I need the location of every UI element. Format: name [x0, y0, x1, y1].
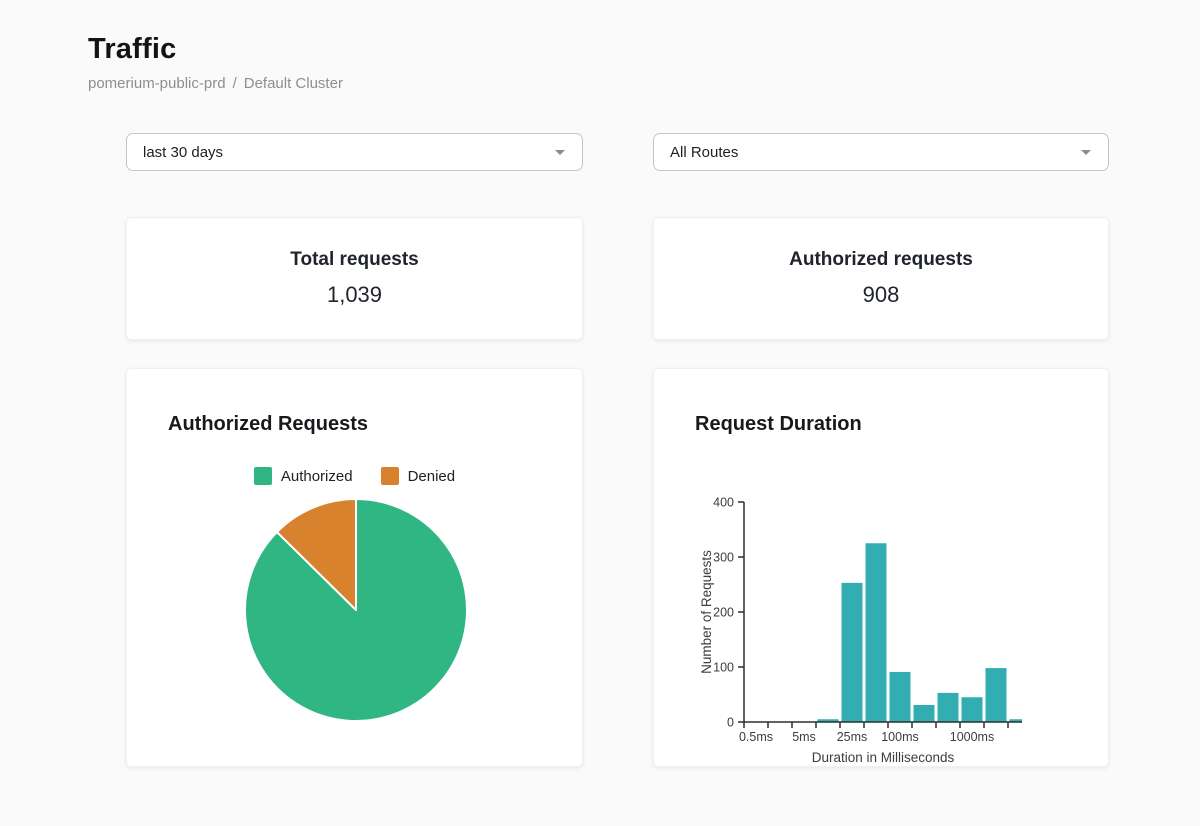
breadcrumb-section: Default Cluster	[243, 75, 343, 92]
svg-text:0.5ms: 0.5ms	[739, 730, 773, 744]
svg-text:5ms: 5ms	[792, 730, 816, 744]
dropdown-arrow-icon	[555, 150, 565, 155]
svg-text:Number of Requests: Number of Requests	[699, 550, 714, 674]
routes-select[interactable]: All Routes	[653, 133, 1109, 171]
legend-label: Denied	[407, 467, 456, 485]
authorized-requests-chart-card: Authorized Requests Authorized Denied	[126, 368, 583, 767]
total-requests-card: Total requests 1,039	[126, 217, 583, 340]
page-header: Traffic pomerium-public-prd / Default Clus…	[88, 33, 1200, 92]
bar-chart-title: Request Duration	[695, 413, 862, 435]
breadcrumb-cluster: pomerium-public-prd	[88, 75, 226, 92]
authorized-requests-pie-chart	[244, 498, 468, 722]
time-range-select[interactable]: last 30 days	[126, 133, 583, 171]
authorized-requests-card: Authorized requests 908	[653, 217, 1109, 340]
routes-value: All Routes	[670, 143, 739, 161]
svg-text:300: 300	[713, 551, 734, 565]
time-range-value: last 30 days	[143, 143, 224, 161]
legend-item-denied: Denied	[380, 467, 456, 485]
legend-item-authorized: Authorized	[253, 467, 353, 485]
svg-text:0: 0	[727, 716, 734, 730]
pie-chart-title: Authorized Requests	[168, 413, 369, 435]
svg-text:1000ms: 1000ms	[950, 730, 994, 744]
dropdown-arrow-icon	[1081, 150, 1091, 155]
stat-label: Total requests	[290, 249, 419, 270]
svg-text:100: 100	[713, 661, 734, 675]
svg-text:Duration in Milliseconds: Duration in Milliseconds	[812, 750, 955, 765]
breadcrumb: pomerium-public-prd / Default Cluster	[88, 75, 1200, 92]
stat-label: Authorized requests	[789, 249, 973, 270]
stat-value: 908	[862, 282, 900, 307]
page-title: Traffic	[88, 33, 177, 65]
svg-text:100ms: 100ms	[881, 730, 919, 744]
request-duration-chart-card: Request Duration 0 100 200 300 400 0.5ms 5ms 25…	[653, 368, 1109, 767]
denied-swatch-icon	[380, 467, 399, 485]
authorized-swatch-icon	[253, 467, 272, 485]
svg-text:400: 400	[713, 496, 734, 510]
request-duration-histogram: 0 100 200 300 400 0.5ms 5ms 25ms 100ms 1000ms Dura…	[699, 496, 1022, 765]
legend-label: Authorized	[280, 467, 353, 485]
breadcrumb-separator: /	[232, 75, 237, 92]
svg-text:25ms: 25ms	[837, 730, 868, 744]
svg-text:200: 200	[713, 606, 734, 620]
pie-legend: Authorized Denied	[127, 467, 582, 485]
stat-value: 1,039	[326, 282, 383, 307]
